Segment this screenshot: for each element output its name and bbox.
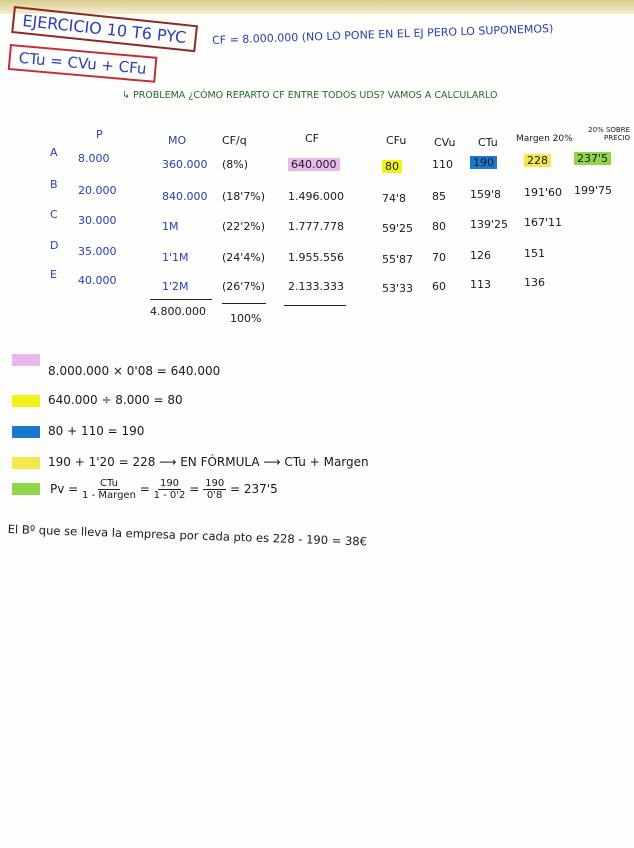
highlight-swatch: [12, 395, 40, 407]
sum-rule-pct: [222, 303, 266, 304]
calculation-line: 8.000.000 × 0'08 = 640.000: [48, 364, 221, 378]
pv-formula: Pv = CTu 1 - Margen = 190 1 - 0'2 = 190 0'8…: [50, 478, 278, 501]
cell-cf: 1.955.556: [288, 251, 344, 264]
cell-p: 8.000: [78, 152, 110, 165]
pv-lhs: Pv =: [50, 482, 79, 496]
total-mo: 4.800.000: [150, 305, 206, 318]
paper-edge: [0, 0, 634, 14]
cell-mo: 1'2M: [162, 280, 189, 293]
highlight-swatch: [12, 426, 40, 438]
cell-margen: 228: [524, 154, 551, 167]
cell-cfq: (26'7%): [222, 280, 266, 293]
f2-den: 1 - 0'2: [153, 490, 186, 501]
conclusion: El Bº que se lleva la empresa por cada p…: [7, 522, 368, 549]
cell-cf: 1.496.000: [288, 190, 344, 203]
f3-num: 190: [203, 478, 227, 490]
cell-cfq: (8%): [222, 158, 249, 171]
cell-cf: 2.133.333: [288, 280, 344, 293]
cell-cvu: 60: [432, 280, 446, 293]
cell-p: 35.000: [78, 245, 117, 258]
cell-mo: 1'1M: [162, 251, 189, 264]
header-cfq: CF/q: [222, 134, 247, 147]
calculation-line: 80 + 110 = 190: [48, 424, 145, 438]
cell-margen: 136: [524, 276, 545, 289]
fraction-2: 190 1 - 0'2: [154, 478, 186, 501]
calculation-line: 640.000 ÷ 8.000 = 80: [48, 393, 183, 407]
cell-cfq: (18'7%): [222, 190, 266, 203]
pv-result: = 237'5: [230, 482, 278, 496]
ctu-formula: CTu = CVu + CFu: [7, 44, 158, 83]
cell-cfu: 55'87: [382, 253, 414, 266]
header-p: P: [96, 128, 103, 141]
cell-margen: 151: [524, 247, 545, 260]
total-pct: 100%: [230, 312, 262, 325]
cell-p: 30.000: [78, 214, 117, 227]
fraction-3: 190 0'8: [203, 478, 227, 501]
cell-letter: E: [50, 268, 57, 281]
f1-den: 1 - Margen: [82, 490, 136, 501]
cell-cfq: (24'4%): [222, 251, 266, 264]
cell-ctu: 190: [470, 156, 497, 169]
problem-statement: ↳ PROBLEMA ¿CÓMO REPARTO CF ENTRE TODOS …: [122, 90, 498, 101]
fraction-1: CTu 1 - Margen: [82, 478, 136, 501]
cell-cfu: 74'8: [382, 192, 407, 205]
cell-cvu: 80: [432, 220, 446, 233]
cell-cfu: 53'33: [382, 282, 414, 295]
cell-margen: 167'11: [524, 216, 563, 229]
f2-num: 190: [157, 478, 182, 490]
cell-margen: 191'60: [524, 186, 563, 199]
cell-p: 20.000: [78, 184, 117, 197]
cell-mo: 1M: [162, 220, 179, 233]
header-margen: Margen 20%: [516, 134, 573, 144]
header-cvu: CVu: [434, 136, 456, 149]
cell-ctu: 139'25: [470, 218, 509, 231]
sum-rule-cf: [284, 305, 346, 306]
cell-cf: 640.000: [288, 158, 340, 171]
cell-letter: D: [50, 239, 59, 252]
cell-cvu: 110: [432, 158, 453, 171]
header-cf: CF: [305, 132, 320, 145]
cell-letter: B: [50, 178, 58, 191]
f3-den: 0'8: [206, 490, 223, 501]
cell-cvu: 70: [432, 251, 446, 264]
cell-letter: C: [50, 208, 58, 221]
header-ctu: CTu: [478, 136, 498, 149]
f1-num: CTu: [98, 478, 120, 490]
highlight-swatch: [12, 457, 40, 469]
cell-cvu: 85: [432, 190, 446, 203]
sum-rule-mo: [150, 299, 212, 300]
cell-cfq: (22'2%): [222, 220, 266, 233]
cell-p: 40.000: [78, 274, 117, 287]
cell-cfu: 80: [382, 160, 402, 173]
cell-sobre: 237'5: [574, 152, 612, 165]
cell-mo: 840.000: [162, 190, 208, 203]
cell-ctu: 113: [470, 278, 491, 291]
cell-letter: A: [50, 146, 58, 159]
calculation-line: 190 + 1'20 = 228 ⟶ EN FÓRMULA ⟶ CTu + Ma…: [48, 455, 369, 469]
header-sobre-precio: 20% SOBRE PRECIO: [588, 126, 630, 142]
cell-cf: 1.777.778: [288, 220, 344, 233]
highlight-swatch: [12, 354, 40, 366]
cell-mo: 360.000: [162, 158, 208, 171]
cell-cfu: 59'25: [382, 222, 414, 235]
header-cfu: CFu: [386, 134, 407, 147]
cell-sobre: 199'75: [574, 184, 613, 197]
cell-ctu: 126: [470, 249, 491, 262]
header-mo: MO: [168, 134, 187, 147]
cf-note: CF = 8.000.000 (NO LO PONE EN EL EJ PERO…: [211, 22, 554, 47]
cell-ctu: 159'8: [470, 188, 502, 201]
swatch-green: [12, 483, 40, 495]
